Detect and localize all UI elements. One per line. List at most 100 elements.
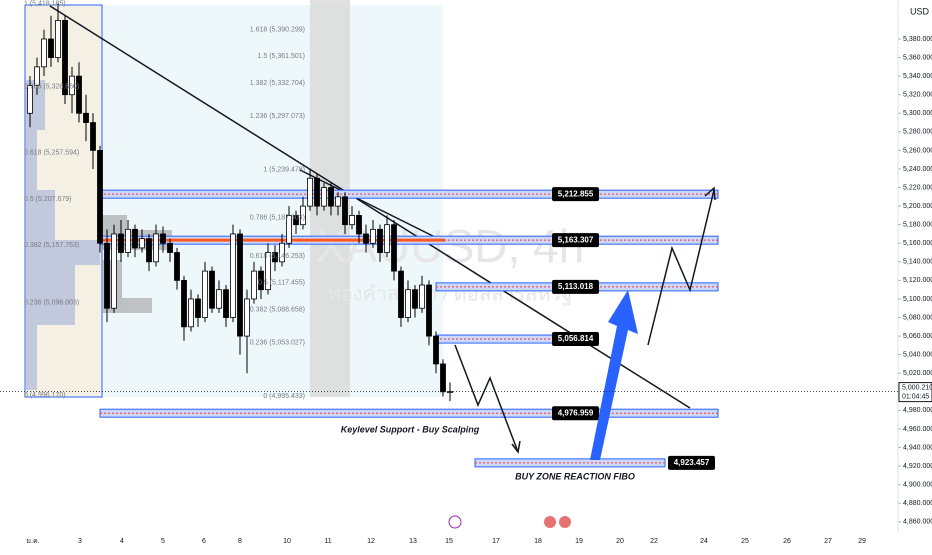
candle-body xyxy=(258,270,264,291)
y-tick-label: 4,960.000 xyxy=(903,426,932,433)
candle-body xyxy=(223,289,229,318)
candle-body xyxy=(307,177,313,207)
candle-body xyxy=(48,38,54,58)
x-tick-label: 17 xyxy=(492,538,500,545)
projection-path xyxy=(454,344,519,453)
fib-label: 0.618 (5,146.253) xyxy=(250,253,305,260)
candle-body xyxy=(398,270,404,318)
fib-label: 0.236 (5,096.003) xyxy=(24,300,79,307)
candle-body xyxy=(265,252,271,291)
candle-body xyxy=(97,150,103,244)
event-icons xyxy=(448,515,571,529)
fib-label: 0.618 (5,257.594) xyxy=(24,149,79,156)
candle-body xyxy=(237,233,243,337)
fib-label: 1 (5,239.478) xyxy=(263,166,305,173)
candle-body xyxy=(293,214,299,226)
volume-profile xyxy=(25,80,100,390)
candle-body xyxy=(419,284,425,309)
fib-label: 1.5 (5,361.501) xyxy=(258,53,305,60)
candle-body xyxy=(195,298,201,318)
level-label-box xyxy=(668,455,715,470)
fib-label: 0.236 (5,053.027) xyxy=(250,339,305,346)
x-tick-label: 4 xyxy=(120,538,124,545)
y-tick-label: 5,060.000 xyxy=(903,333,932,340)
candle-body xyxy=(342,196,348,226)
x-tick-label: 25 xyxy=(741,538,749,545)
candle-body xyxy=(426,284,432,337)
y-tick-label: 5,220.000 xyxy=(903,184,932,191)
buy-arrow xyxy=(590,290,638,460)
x-tick-label: 24 xyxy=(700,538,708,545)
level-label: 5,163.307 xyxy=(558,235,594,244)
level-label: 4,976.959 xyxy=(558,408,594,417)
candle-body xyxy=(440,363,446,393)
level-label: 5,113.018 xyxy=(558,282,594,291)
candle-body xyxy=(328,187,334,207)
candle-body xyxy=(286,214,292,244)
y-tick-label: 5,100.000 xyxy=(903,296,932,303)
fib-label: 1.382 (5,332.704) xyxy=(250,80,305,87)
candle-body xyxy=(181,279,187,328)
currency: USD xyxy=(910,6,930,16)
candle-body xyxy=(356,214,362,235)
y-tick-label: 5,160.000 xyxy=(903,240,932,247)
y-tick-label: 5,080.000 xyxy=(903,314,932,321)
candle-body xyxy=(55,20,61,58)
candle-body xyxy=(433,335,439,365)
x-tick-label: 6 xyxy=(202,538,206,545)
y-tick-label: 5,380.000 xyxy=(903,36,932,43)
candle-body xyxy=(335,196,341,207)
fib-label: 0 (4,995.433) xyxy=(263,393,305,400)
y-tick-label: 5,320.000 xyxy=(903,92,932,99)
x-tick-label: 10 xyxy=(283,538,291,545)
candle-body xyxy=(391,224,397,272)
fib-zone xyxy=(102,5,443,397)
x-tick-label: 18 xyxy=(534,538,542,545)
fib-label: 0.5 (5,117.455) xyxy=(258,280,305,287)
y-tick-label: 5,200.000 xyxy=(903,203,932,210)
x-tick-label: 8 xyxy=(238,538,242,545)
candle-body xyxy=(377,228,383,253)
fib-label: 1.236 (5,297.073) xyxy=(250,113,305,120)
y-tick-label: 5,040.000 xyxy=(903,352,932,359)
x-tick-label: 22 xyxy=(650,538,658,545)
countdown: 01:04:45 xyxy=(902,393,929,400)
x-tick-label: 27 xyxy=(824,538,832,545)
x-tick-label: 3 xyxy=(78,538,82,545)
x-tick-label: 15 xyxy=(445,538,453,545)
candle-body xyxy=(27,85,33,114)
level-label-box xyxy=(552,406,599,421)
x-tick-label: 20 xyxy=(616,538,624,545)
level-label: 5,212.855 xyxy=(558,189,594,198)
level-label-box xyxy=(552,187,599,202)
level-label: 5,056.814 xyxy=(558,334,594,343)
y-tick-label: 5,020.000 xyxy=(903,370,932,377)
candle-body xyxy=(300,205,306,226)
x-tick-label: 29 xyxy=(858,538,866,545)
y-tick-label: 5,360.000 xyxy=(903,54,932,61)
candle-body xyxy=(34,66,40,86)
y-tick-label: 5,120.000 xyxy=(903,277,932,284)
candle-body xyxy=(321,187,327,207)
candle-body xyxy=(160,233,166,244)
annotation: Keylevel Support - Buy Scalping xyxy=(341,424,480,434)
candle-body xyxy=(104,242,110,309)
y-tick-label: 4,900.000 xyxy=(903,481,932,488)
candle-body xyxy=(272,252,278,263)
candle-body xyxy=(363,233,369,244)
y-tick-label: 4,860.000 xyxy=(903,519,932,526)
x-tick-label: 26 xyxy=(783,538,791,545)
fib-label: 0.382 (5,088.658) xyxy=(250,306,305,313)
arrow-head xyxy=(511,440,521,454)
x-tick-label: 5 xyxy=(161,538,165,545)
fib-label: 0.786 (5,328.660) xyxy=(24,84,79,91)
x-tick-label: 13 xyxy=(409,538,417,545)
annotation: BUY ZONE REACTION FIBO xyxy=(515,471,635,481)
candle-body xyxy=(209,270,215,309)
y-tick-label: 5,280.000 xyxy=(903,129,932,136)
candle-body xyxy=(146,238,152,263)
current-price-label: 5,000.210 xyxy=(902,384,932,391)
current-price-box xyxy=(898,382,932,403)
level-label: 4,923.457 xyxy=(674,458,710,467)
